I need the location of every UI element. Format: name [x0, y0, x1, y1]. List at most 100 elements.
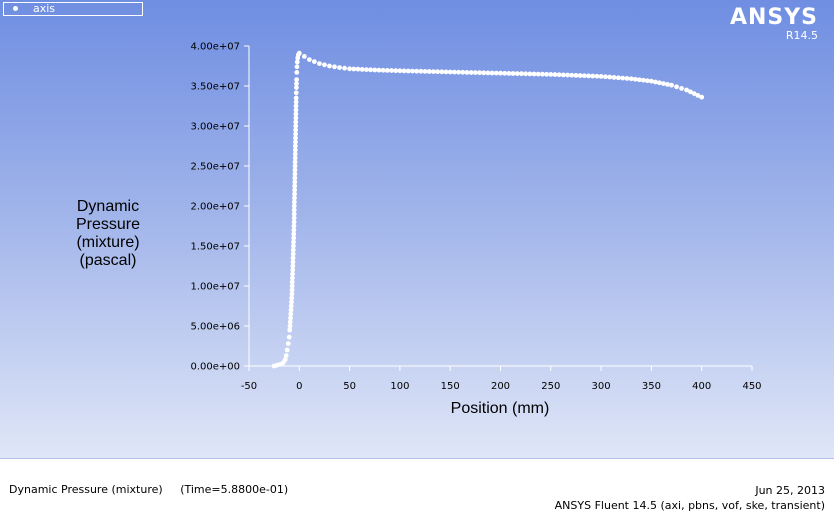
data-point [291, 207, 297, 213]
data-point [456, 69, 461, 75]
data-point [535, 71, 541, 77]
data-point [292, 143, 298, 149]
data-point [560, 72, 566, 78]
data-point [293, 139, 298, 145]
data-point [640, 77, 646, 83]
data-point [481, 70, 487, 76]
data-point [439, 69, 445, 75]
data-point [290, 255, 296, 261]
data-point [291, 203, 297, 209]
data-point [691, 91, 697, 96]
data-point [291, 227, 297, 233]
data-point [401, 68, 407, 74]
data-point [293, 127, 299, 133]
footer-caption: Dynamic Pressure (mixture) [9, 483, 163, 496]
data-point [289, 291, 295, 297]
data-point [418, 68, 424, 74]
data-point [653, 79, 658, 85]
data-point [291, 231, 297, 237]
data-point [291, 215, 297, 221]
data-point [519, 71, 524, 77]
data-point [290, 259, 296, 265]
y-tick-label: 2.50e+07 [190, 162, 240, 173]
data-point [288, 303, 294, 309]
y-tick-label: 3.50e+07 [190, 82, 240, 93]
chart: -50 0 50 100 150 200 250 300 350 400 450 0.00e+00 5.… [190, 42, 761, 393]
y-tick-label: 4.00e+07 [190, 42, 240, 53]
data-point [644, 78, 650, 84]
data-point [531, 71, 537, 77]
footer-info: Jun 25, 2013 ANSYS Fluent 14.5 (axi, pbn… [555, 483, 825, 513]
data-point [283, 353, 289, 358]
data-point [289, 295, 295, 301]
data-point [292, 151, 298, 157]
x-tick-label: 50 [343, 381, 356, 392]
data-point [290, 251, 296, 257]
data-point [636, 77, 642, 83]
data-point [289, 279, 295, 285]
data-point [337, 65, 342, 70]
x-tick-label: 100 [390, 381, 409, 392]
data-point [405, 68, 411, 74]
data-point [292, 179, 298, 185]
data-point [293, 131, 298, 137]
plot-area: axis ANSYS R14.5 Dynamic Pressure (mixtu… [0, 0, 834, 458]
data-point [296, 50, 302, 56]
data-point [435, 69, 441, 75]
legend: axis [3, 2, 143, 16]
data-point [363, 67, 369, 72]
data-point [293, 95, 299, 101]
data-point [552, 72, 558, 77]
x-tick-label: 400 [692, 381, 711, 392]
data-point [565, 72, 570, 78]
data-point [527, 71, 533, 77]
data-point [569, 72, 575, 78]
data-point [282, 357, 288, 362]
data-point [649, 78, 654, 84]
data-point [514, 71, 520, 76]
data-point [289, 299, 294, 305]
data-point [293, 111, 299, 117]
x-tick-label: 250 [541, 381, 560, 392]
data-point [285, 341, 291, 346]
data-point [290, 263, 296, 269]
data-point [289, 283, 295, 289]
y-axis-label: Dynamic Pressure (mixture) (pascal) [60, 198, 156, 270]
data-point [679, 86, 684, 91]
data-point [376, 67, 382, 73]
data-point [293, 135, 298, 141]
footer-time: (Time=5.8800e-01) [180, 483, 289, 496]
data-point [468, 70, 474, 75]
data-point [426, 69, 432, 74]
data-point [294, 59, 300, 65]
data-point [447, 69, 453, 75]
data-point [292, 147, 298, 153]
y-axis-label-line: (mixture) [76, 234, 140, 251]
data-point [460, 69, 466, 75]
data-point [699, 94, 705, 100]
data-point [594, 73, 600, 79]
data-point [290, 275, 295, 281]
y-tick-label: 5.00e+06 [190, 322, 240, 333]
data-point [665, 82, 670, 87]
data-point [611, 75, 617, 80]
data-point [414, 68, 420, 74]
data-point [322, 62, 327, 68]
data-point [292, 171, 298, 177]
data-point [498, 70, 503, 76]
data-point [603, 74, 608, 80]
y-axis-label-line: (pascal) [79, 252, 137, 269]
chart-axes: -50 0 50 100 150 200 250 300 350 400 450 0.00e+00 5.… [190, 42, 761, 393]
data-point [288, 307, 294, 313]
data-point [291, 211, 297, 217]
data-point [372, 67, 378, 73]
data-point [661, 81, 666, 86]
y-axis-label-line: Dynamic [76, 198, 140, 215]
data-point [523, 71, 529, 77]
data-point [355, 66, 361, 72]
data-point [477, 70, 482, 76]
x-tick-label: -50 [241, 381, 257, 392]
x-tick-label: 450 [742, 381, 761, 392]
data-point [289, 287, 295, 293]
data-point [294, 77, 299, 82]
